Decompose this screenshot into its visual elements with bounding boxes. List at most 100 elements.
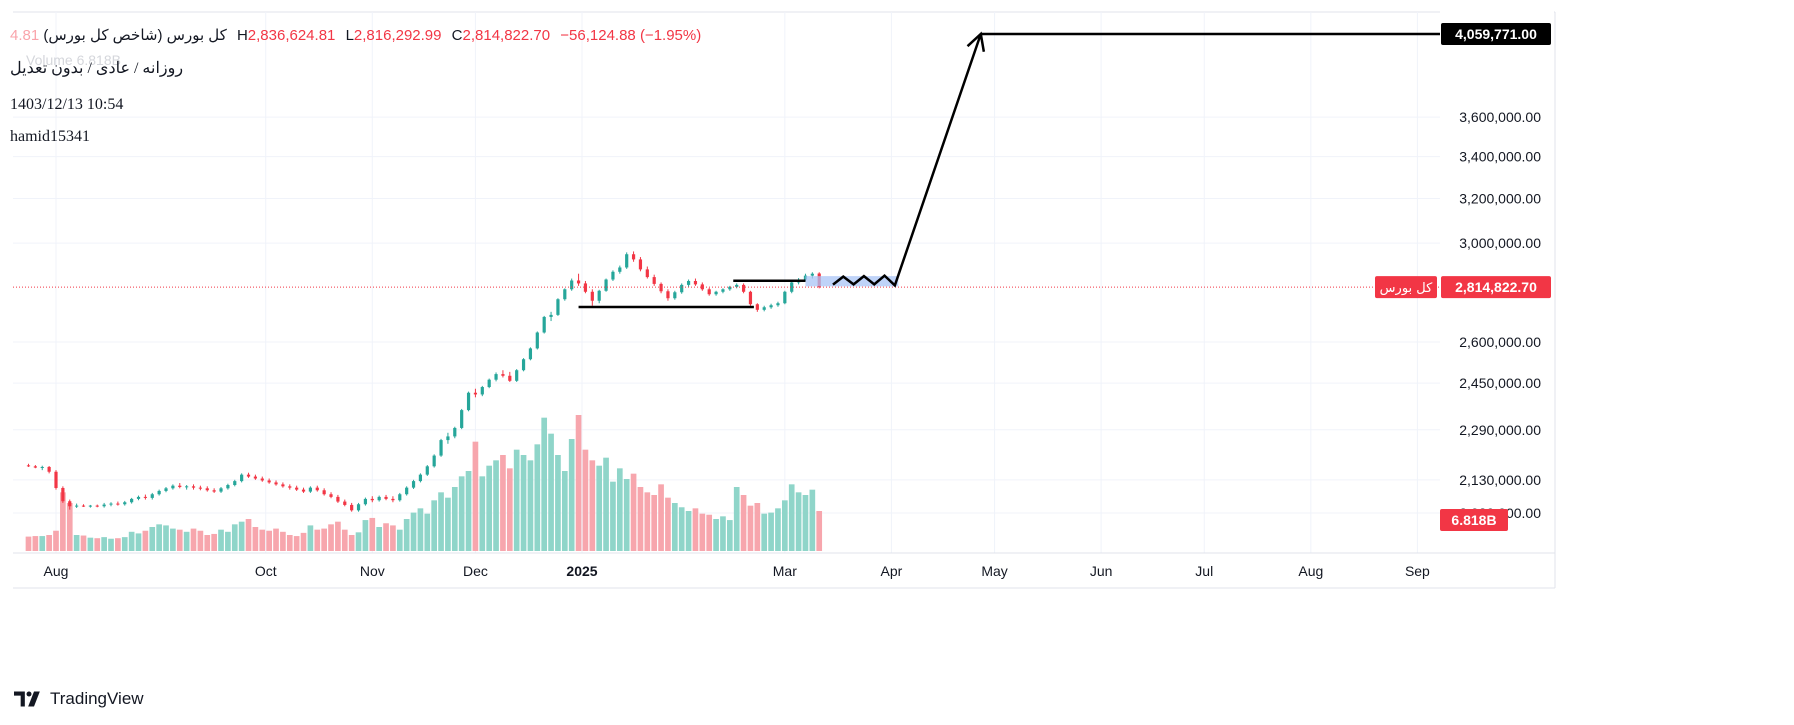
candle-body[interactable] <box>315 487 319 491</box>
candle-body[interactable] <box>597 290 601 301</box>
candle-body[interactable] <box>301 489 306 492</box>
candle-body[interactable] <box>81 505 86 507</box>
candle-body[interactable] <box>686 280 691 285</box>
candle-body[interactable] <box>205 488 209 491</box>
candle-body[interactable] <box>556 299 560 315</box>
candle-body[interactable] <box>439 440 443 456</box>
candle-body[interactable] <box>515 370 519 381</box>
candle-body[interactable] <box>185 486 189 488</box>
candle-body[interactable] <box>631 254 636 260</box>
candle-body[interactable] <box>638 259 643 270</box>
candle-body[interactable] <box>40 466 44 468</box>
candle-body[interactable] <box>260 478 264 481</box>
candle-body[interactable] <box>741 284 746 292</box>
candle-body[interactable] <box>61 487 65 502</box>
candle-body[interactable] <box>123 502 127 505</box>
candle-body[interactable] <box>549 314 553 317</box>
candle-body[interactable] <box>762 307 766 310</box>
candle-body[interactable] <box>384 496 388 499</box>
candle-body[interactable] <box>130 498 134 503</box>
candle-body[interactable] <box>26 465 31 467</box>
candle-body[interactable] <box>274 482 278 485</box>
candle-body[interactable] <box>735 284 739 287</box>
candle-body[interactable] <box>487 379 491 388</box>
candle-body[interactable] <box>528 348 533 360</box>
projection-path[interactable] <box>832 33 982 288</box>
candle-body[interactable] <box>136 496 141 499</box>
candle-body[interactable] <box>178 485 182 487</box>
candle-body[interactable] <box>693 280 698 285</box>
candle-body[interactable] <box>673 292 677 299</box>
candle-body[interactable] <box>191 486 196 488</box>
candle-body[interactable] <box>95 505 99 507</box>
candle-body[interactable] <box>707 289 711 295</box>
candle-body[interactable] <box>171 485 175 489</box>
candle-body[interactable] <box>370 498 374 501</box>
tradingview-brand[interactable]: TradingView <box>14 687 144 711</box>
candle-body[interactable] <box>336 496 340 502</box>
symbol-title[interactable]: کل بورس (شاخص کل بورس) <box>43 27 227 44</box>
candle-body[interactable] <box>473 392 478 395</box>
candle-body[interactable] <box>350 504 354 511</box>
candle-body[interactable] <box>109 503 113 505</box>
candle-body[interactable] <box>508 375 512 381</box>
candle-body[interactable] <box>652 277 656 284</box>
candle-body[interactable] <box>666 291 670 299</box>
candle-body[interactable] <box>576 280 581 284</box>
candle-body[interactable] <box>68 501 72 507</box>
candle-body[interactable] <box>75 505 79 507</box>
candle-body[interactable] <box>721 289 725 292</box>
candle-body[interactable] <box>700 284 704 290</box>
candle-body[interactable] <box>391 498 395 501</box>
time-axis[interactable]: Aug Oct Nov Dec 2025 Mar Apr May Jun Jul Aug Sep <box>13 552 1555 589</box>
candle-body[interactable] <box>363 498 368 505</box>
candle-body[interactable] <box>164 488 168 491</box>
candle-body[interactable] <box>446 436 450 441</box>
candle-body[interactable] <box>563 289 567 300</box>
candle-body[interactable] <box>88 505 92 507</box>
candle-body[interactable] <box>343 501 347 505</box>
candle-body[interactable] <box>47 466 51 472</box>
candle-body[interactable] <box>212 490 216 492</box>
candle-body[interactable] <box>460 410 464 428</box>
candle-body[interactable] <box>776 303 780 306</box>
candle-body[interactable] <box>645 269 649 278</box>
candle-body[interactable] <box>150 494 154 498</box>
candle-body[interactable] <box>116 503 120 505</box>
candle-body[interactable] <box>790 282 794 292</box>
candle-body[interactable] <box>494 374 498 380</box>
candle-body[interactable] <box>377 496 381 501</box>
candle-body[interactable] <box>288 486 292 488</box>
candle-body[interactable] <box>157 490 161 495</box>
candle-body[interactable] <box>535 332 539 349</box>
candle-body[interactable] <box>728 286 732 290</box>
candle-body[interactable] <box>295 487 299 490</box>
candle-body[interactable] <box>356 504 361 511</box>
candle-body[interactable] <box>783 291 787 304</box>
candle-body[interactable] <box>411 481 416 488</box>
candle-body[interactable] <box>253 476 257 479</box>
candle-body[interactable] <box>54 471 58 488</box>
candle-body[interactable] <box>611 271 615 280</box>
candle-body[interactable] <box>714 291 718 295</box>
candle-body[interactable] <box>329 494 333 497</box>
highlight-zone[interactable] <box>805 276 899 287</box>
candle-body[interactable] <box>226 485 230 489</box>
candle-body[interactable] <box>308 487 313 492</box>
candle-body[interactable] <box>219 488 223 492</box>
candle-body[interactable] <box>625 254 629 268</box>
candle-body[interactable] <box>769 305 773 308</box>
candle-body[interactable] <box>425 466 429 475</box>
candle-body[interactable] <box>480 387 484 395</box>
candlesticks[interactable] <box>26 251 821 512</box>
candle-body[interactable] <box>418 474 423 482</box>
candle-body[interactable] <box>542 316 546 333</box>
candle-body[interactable] <box>604 279 608 291</box>
user-drawings[interactable] <box>13 31 1440 309</box>
candle-body[interactable] <box>583 283 588 292</box>
candle-body[interactable] <box>246 474 251 477</box>
candle-body[interactable] <box>33 466 37 468</box>
candle-body[interactable] <box>590 291 594 301</box>
candle-body[interactable] <box>143 496 147 498</box>
